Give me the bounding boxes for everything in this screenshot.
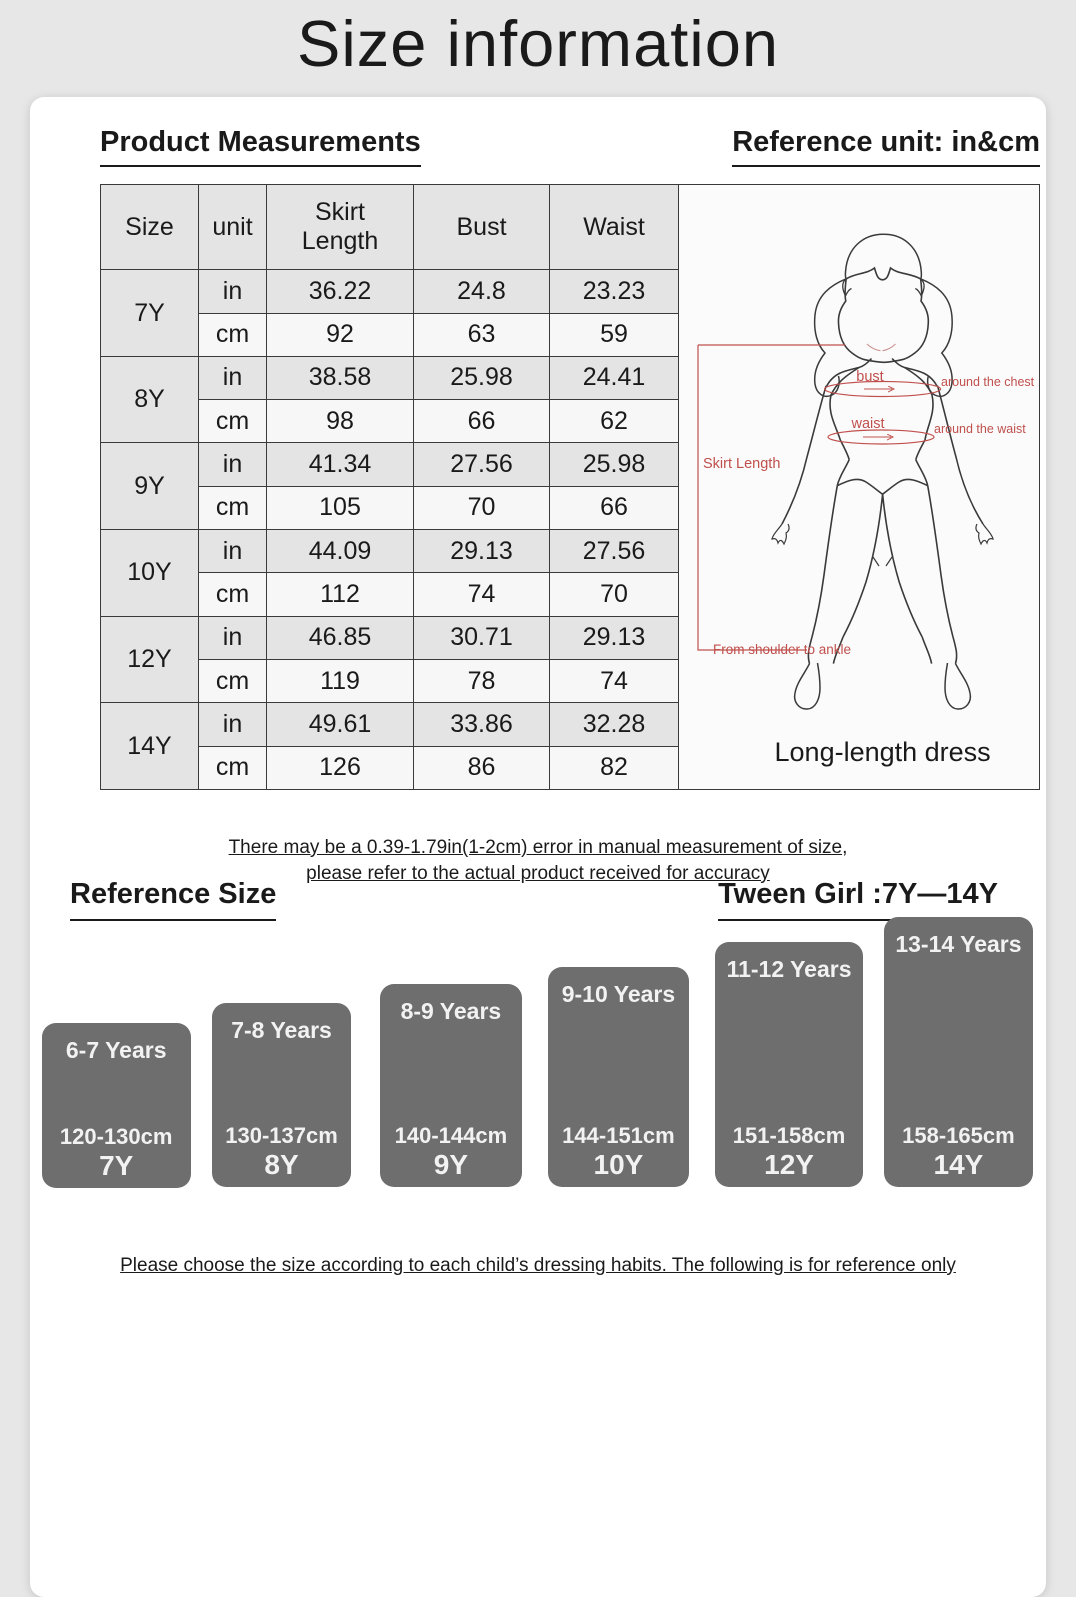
svg-text:From shoulder to ankle: From shoulder to ankle <box>713 642 851 657</box>
svg-text:Long-length dress: Long-length dress <box>775 737 991 767</box>
svg-text:around the chest: around the chest <box>941 375 1035 389</box>
svg-text:waist: waist <box>850 416 884 432</box>
svg-text:bust: bust <box>856 369 883 385</box>
svg-text:around the waist: around the waist <box>934 422 1026 436</box>
svg-text:Skirt Length: Skirt Length <box>703 456 780 472</box>
